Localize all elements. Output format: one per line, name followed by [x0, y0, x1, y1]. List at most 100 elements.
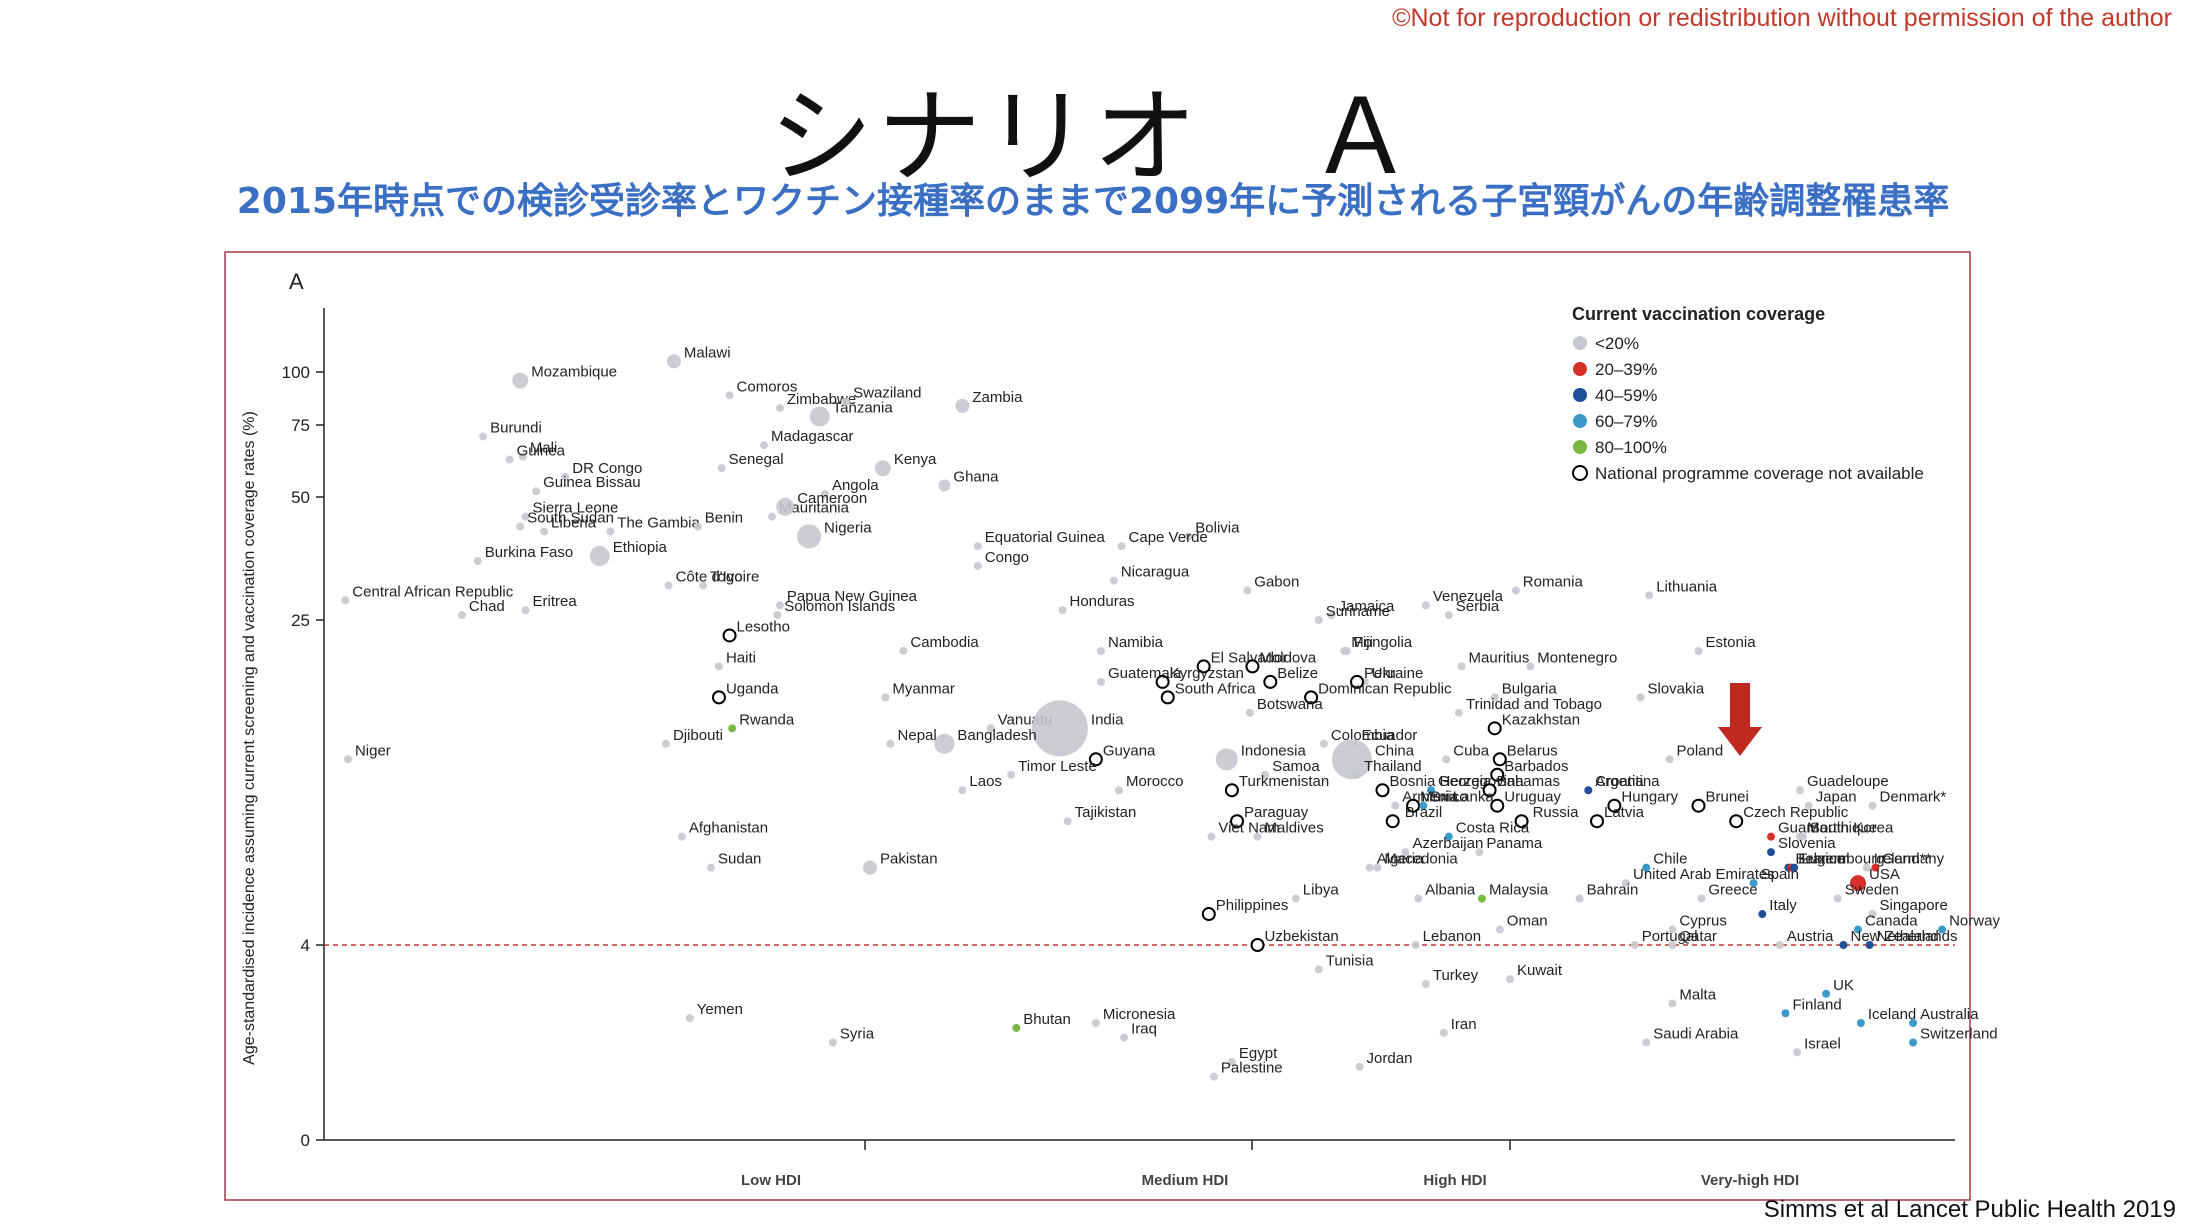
point-marker [1353, 770, 1361, 779]
chart-frame [224, 251, 1971, 1201]
point-marker [1291, 894, 1300, 903]
point-marker [521, 606, 530, 615]
point-lithuania: Lithuania [1645, 578, 1718, 600]
point-label: Malawi [684, 344, 731, 361]
point-namibia: Namibia [1097, 634, 1164, 655]
point-marker [1804, 801, 1813, 810]
point-marker [1668, 999, 1677, 1008]
point-rwanda: Rwanda [728, 711, 795, 733]
point-marker [707, 863, 715, 872]
point-marker [1796, 832, 1804, 841]
point-uruguay: Uruguay [1490, 789, 1561, 813]
point-label: Canada [1865, 913, 1918, 930]
point-marker [1668, 941, 1677, 949]
point-marker [1031, 700, 1088, 757]
point-c-te-d-ivoire: Côte d'Ivoire [664, 569, 759, 590]
point-colombia: Colombia [1319, 727, 1395, 748]
point-moldova: Moldova [1245, 649, 1317, 674]
point-marker [1642, 1038, 1651, 1047]
point-marker [797, 524, 822, 549]
point-marker [1184, 532, 1193, 541]
point-denmark: Denmark* [1868, 789, 1946, 810]
point-panama: Panama [1475, 835, 1543, 857]
point-label: Turkmenistan [1239, 773, 1329, 790]
point-marker [1729, 814, 1744, 829]
point-label: Iceland [1868, 1006, 1916, 1023]
point-guinea: Guinea [505, 443, 566, 464]
point-marker [1457, 662, 1466, 671]
point-label: Austria [1787, 928, 1834, 945]
point-marker [1622, 879, 1630, 888]
point-marker [1865, 941, 1874, 949]
legend-label: National programme coverage not availabl… [1595, 464, 1924, 483]
point-label: Sri Lanka [1430, 789, 1494, 806]
point-marker [958, 786, 967, 795]
point-label: Burkina Faso [485, 544, 573, 561]
point-marker [776, 497, 795, 516]
point-thailand: Thailand [1353, 758, 1422, 779]
point-tunisia: Tunisia [1314, 952, 1374, 974]
point-jordan: Jordan [1355, 1050, 1412, 1071]
point-bhutan: Bhutan [1012, 1011, 1071, 1032]
point-label: Honduras [1070, 593, 1135, 610]
point-marker [341, 596, 350, 605]
point-marker [1401, 848, 1410, 857]
point-marker [881, 693, 890, 702]
point-belize: Belize [1263, 665, 1318, 689]
point-label: Cape Verde [1129, 529, 1208, 546]
point-marker [1833, 894, 1842, 903]
point-georgia: Georgia [1426, 773, 1492, 795]
point-marker [722, 628, 737, 643]
point-iran: Iran [1439, 1016, 1477, 1037]
point-label: Bolivia [1195, 519, 1240, 536]
copyright-notice: ©Not for reproduction or redistribution … [1392, 4, 2172, 32]
point-mali: Mali [518, 440, 557, 461]
point-barbados: Barbados [1490, 758, 1568, 782]
point-label: Cuba [1453, 742, 1490, 759]
point-guam: Guam [1767, 820, 1819, 841]
point-marker [1227, 1058, 1236, 1066]
point-label: Madagascar [771, 428, 854, 445]
point-label: Equatorial Guinea [985, 529, 1106, 546]
point-marker [1767, 832, 1775, 841]
point-montenegro: Montenegro [1526, 649, 1617, 671]
point-marker [1007, 770, 1016, 779]
point-marker [711, 690, 726, 705]
point-equatorial-guinea: Equatorial Guinea [973, 529, 1106, 551]
point-marker [775, 404, 784, 413]
point-label: Kenya [894, 451, 937, 468]
point-marker [561, 472, 570, 481]
point-label: Senegal [729, 451, 784, 468]
point-guadeloupe: Guadeloupe [1796, 773, 1889, 795]
point-micronesia: Micronesia [1091, 1006, 1176, 1027]
point-finland: Finland [1781, 996, 1842, 1018]
point-marker [532, 487, 541, 496]
point-label: Nigeria [824, 519, 872, 536]
point-cameroon: Cameroon [776, 490, 867, 516]
point-label: Thailand [1364, 758, 1422, 775]
point-label: Brunei [1706, 789, 1749, 806]
point-marker [1120, 1033, 1129, 1042]
x-tick-label: Very-high HDI [1701, 1172, 1799, 1189]
point-marker [1230, 814, 1245, 829]
point-dominican-republic: Dominican Republic [1304, 680, 1452, 705]
point-marker [1514, 814, 1529, 829]
point-cuba: Cuba [1442, 742, 1490, 764]
point-label: Peru [1364, 665, 1396, 682]
point-ireland: Ireland** [1862, 851, 1931, 872]
point-label: Lesotho [737, 618, 790, 635]
point-syria: Syria [828, 1026, 875, 1047]
point-label: Paraguay [1244, 804, 1309, 821]
point-label: Chile [1653, 851, 1687, 868]
point-label: Ghana [953, 468, 999, 485]
point-australia: Australia [1909, 1006, 1979, 1027]
point-marker [1475, 848, 1484, 857]
legend-item: 80–100% [1573, 438, 1667, 457]
legend-label: 60–79% [1595, 412, 1657, 431]
point-uganda: Uganda [711, 680, 779, 705]
point-comoros: Comoros [725, 378, 797, 400]
point-label: South Sudan [527, 510, 614, 527]
point-marker [1749, 879, 1758, 888]
point-label: Poland [1677, 742, 1724, 759]
point-marker [973, 542, 982, 551]
